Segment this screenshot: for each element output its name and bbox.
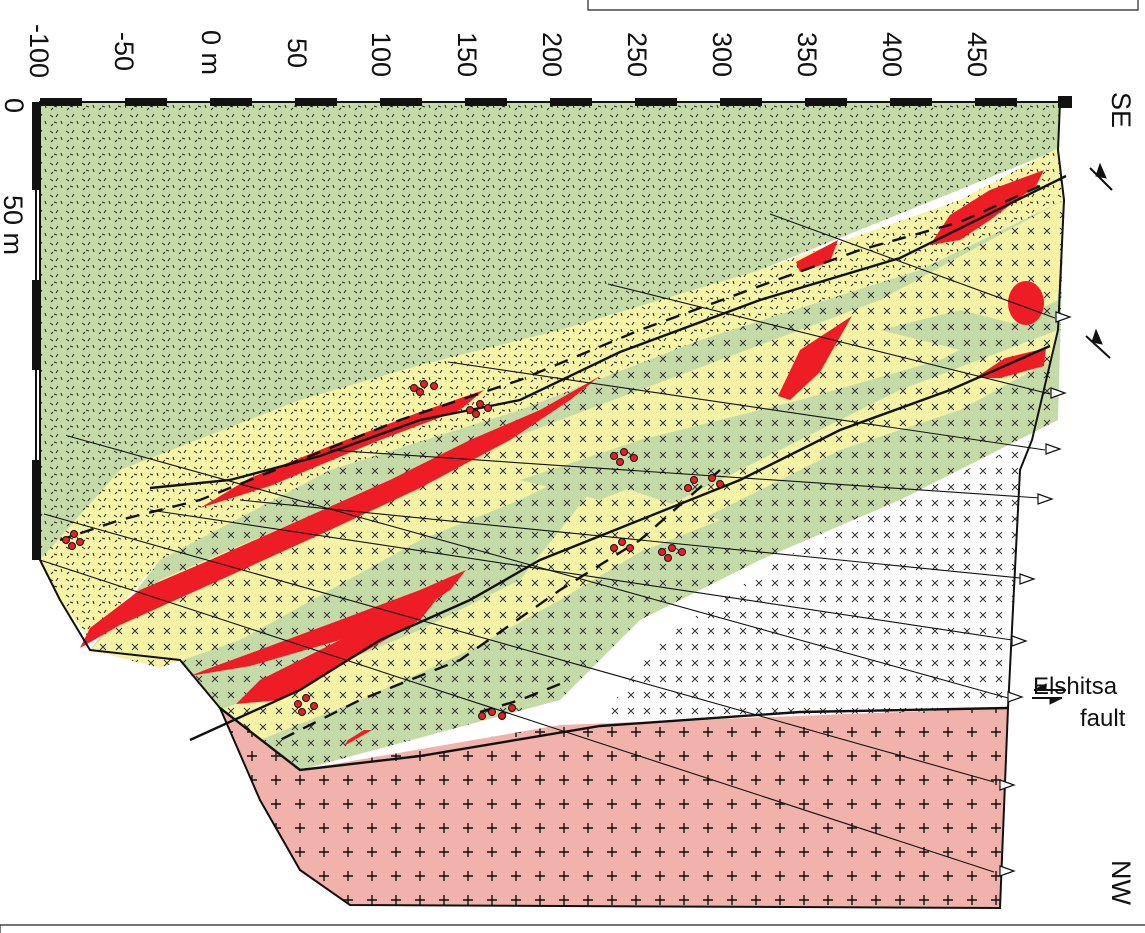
geology-section [39,101,1067,910]
left-scale-labels: 0 50 m [0,98,29,255]
tick-label: 150 [452,32,482,77]
drill-collar-markers [999,311,1072,877]
top-scale-labels: -100 -50 0 m 50 100 150 200 250 300 350 … [24,24,992,78]
green-lens-1 [880,310,1040,350]
se-label: SE [1106,92,1136,128]
fault-name-label: Elshitsa [1033,673,1118,700]
altered-zone-3 [330,480,720,700]
green-lens-2 [520,440,700,500]
tick-label: 350 [792,32,822,77]
altered-tuff-band [40,148,1064,640]
fault-arrow-icon [1085,162,1113,359]
white-unit [600,440,1032,720]
tick-label: -50 [109,32,139,71]
fault-lines [149,174,1067,772]
depth-label-0: 0 [0,98,29,113]
nw-label: NW [1106,860,1136,905]
dashed-contacts [59,184,1041,742]
tick-label: 0 m [196,30,226,75]
tick-label: 450 [962,32,992,77]
tick-label: 100 [366,32,396,77]
elshitsa-fault-arrows-icon [1032,683,1066,705]
tick-label: 250 [622,32,652,77]
tick-label: 300 [707,32,737,77]
left-scale-bar [32,102,40,560]
tick-label: 400 [877,32,907,77]
elshitsa-fault-line [219,706,1009,772]
top-scale-bar [40,96,1072,108]
tick-label: 50 [282,38,312,68]
granite-unit [220,708,1008,908]
section-outline [39,101,1066,910]
tick-label: -100 [24,24,54,78]
fault-word-label: fault [1080,705,1126,732]
mineral-clusters [62,380,724,720]
depth-label-50: 50 m [0,195,28,255]
altered-zone-1 [90,200,1064,668]
drill-holes [39,213,1056,873]
tick-label: 200 [537,32,567,77]
